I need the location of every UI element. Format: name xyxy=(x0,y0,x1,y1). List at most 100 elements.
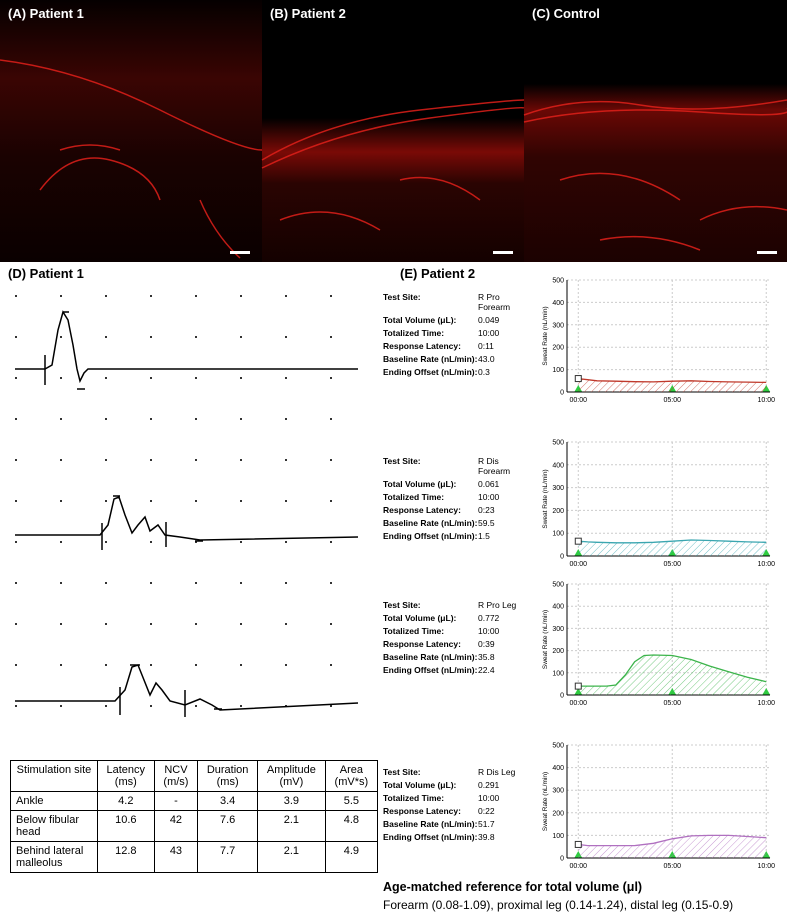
reference-text: Forearm (0.08-1.09), proximal leg (0.14-… xyxy=(383,898,734,912)
image-b xyxy=(262,0,524,262)
field-label: Response Latency: xyxy=(383,341,461,351)
y-tick-label: 500 xyxy=(552,582,564,589)
table-cell: Behind lateral malleolus xyxy=(10,841,98,873)
field-value: 10:00 xyxy=(478,492,500,502)
field-row: Ending Offset (nL/min): 1.5 xyxy=(383,531,543,541)
table-cell: Below fibular head xyxy=(10,810,98,842)
field-label: Baseline Rate (nL/min): xyxy=(383,518,478,528)
x-tick-label: 00:00 xyxy=(570,561,588,568)
table-row: Behind lateral malleolus 12.8 43 7.7 2.1 4.9 xyxy=(10,841,379,873)
field-label: Test Site: xyxy=(383,292,421,302)
y-tick-label: 0 xyxy=(560,554,564,561)
field-row: Total Volume (μL): 0.061 xyxy=(383,479,543,489)
field-label: Totalized Time: xyxy=(383,626,445,636)
image-c xyxy=(524,0,787,262)
field-row: Total Volume (μL): 0.772 xyxy=(383,613,543,623)
start-marker xyxy=(574,375,582,383)
field-row: Baseline Rate (nL/min): 51.7 xyxy=(383,819,543,829)
field-row: Ending Offset (nL/min): 39.8 xyxy=(383,832,543,842)
field-row: Baseline Rate (nL/min): 59.5 xyxy=(383,518,543,528)
field-label: Response Latency: xyxy=(383,806,461,816)
field-label: Total Volume (μL): xyxy=(383,315,457,325)
field-value: 22.4 xyxy=(478,665,495,675)
field-label: Test Site: xyxy=(383,456,421,466)
nerve-traces xyxy=(0,285,370,745)
start-marker xyxy=(574,537,582,545)
field-value: 0:22 xyxy=(478,806,495,816)
field-row: Response Latency: 0:23 xyxy=(383,505,543,515)
panel-title: (E) Patient 2 xyxy=(400,266,476,281)
y-tick-label: 400 xyxy=(552,462,564,469)
field-value: 39.8 xyxy=(478,832,495,842)
field-label: Ending Offset (nL/min): xyxy=(383,367,478,377)
field-row: Baseline Rate (nL/min): 35.8 xyxy=(383,652,543,662)
waveforms xyxy=(15,310,359,717)
test-fields: Test Site: R Pro Leg Total Volume (μL): 0.7… xyxy=(383,600,543,678)
x-tick-label: 05:00 xyxy=(663,397,681,404)
y-tick-label: 400 xyxy=(552,300,564,307)
field-row: Totalized Time: 10:00 xyxy=(383,793,543,803)
field-value: R Dis Forearm xyxy=(478,456,511,476)
y-tick-label: 300 xyxy=(552,485,564,492)
table-row: Ankle 4.2-3.4 3.9 5.5 xyxy=(10,791,379,811)
y-tick-label: 200 xyxy=(552,345,564,352)
line xyxy=(578,377,767,384)
y-tick-label: 200 xyxy=(552,810,564,817)
field-value: 1.5 xyxy=(478,531,490,541)
table-header: Area (mV*s) xyxy=(324,760,379,792)
field-row: Test Site: R Pro Leg xyxy=(383,600,543,610)
micrographs xyxy=(0,0,787,262)
y-tick-label: 500 xyxy=(552,278,564,285)
table-row: Below fibular head 10.6 42 7.6 2.1 4.8 xyxy=(10,810,379,842)
area xyxy=(578,540,767,556)
field-row: Baseline Rate (nL/min): 43.0 xyxy=(383,354,543,364)
y-tick-label: 0 xyxy=(560,390,564,397)
x-tick-label: 10:00 xyxy=(757,397,775,404)
x-tick-label: 00:00 xyxy=(570,700,588,707)
table-row: Stimulation site Latency (ms) NCV (m/s) Dur… xyxy=(10,760,379,792)
field-row: Ending Offset (nL/min): 0.3 xyxy=(383,367,543,377)
field-label: Baseline Rate (nL/min): xyxy=(383,819,478,829)
field-value: 0.049 xyxy=(478,315,500,325)
table-cell: 10.6 xyxy=(96,810,155,842)
field-value: 0:39 xyxy=(478,639,495,649)
fibers xyxy=(0,59,787,259)
table-cell: 12.8 xyxy=(96,841,155,873)
x-tick-label: 10:00 xyxy=(757,863,775,870)
y-tick-label: 200 xyxy=(552,648,564,655)
y-axis-label: Sweat Rate (nL/min) xyxy=(542,610,549,669)
y-tick-label: 100 xyxy=(552,531,564,538)
field-row: Test Site: R Dis Leg xyxy=(383,767,543,777)
image-label: (A) Patient 1 xyxy=(8,6,84,21)
y-axis-label: Sweat Rate (nL/min) xyxy=(542,469,549,528)
field-label: Baseline Rate (nL/min): xyxy=(383,652,478,662)
y-tick-label: 300 xyxy=(552,788,564,795)
area xyxy=(578,655,767,695)
field-label: Baseline Rate (nL/min): xyxy=(383,354,478,364)
y-tick-label: 200 xyxy=(552,508,564,515)
field-row: Response Latency: 0:22 xyxy=(383,806,543,816)
field-row: Total Volume (μL): 0.291 xyxy=(383,780,543,790)
table-header: Stimulation site xyxy=(10,760,98,792)
table-header: Latency (ms) xyxy=(96,760,155,792)
field-row: Totalized Time: 10:00 xyxy=(383,492,543,502)
field-value: 0:11 xyxy=(478,341,494,351)
table-header: Duration (ms) xyxy=(197,760,258,792)
x-tick-label: 00:00 xyxy=(570,397,588,404)
image-label: (B) Patient 2 xyxy=(270,6,346,21)
table-header: NCV (m/s) xyxy=(153,760,199,792)
scale-bars xyxy=(230,251,777,254)
field-value: 43.0 xyxy=(478,354,495,364)
field-label: Ending Offset (nL/min): xyxy=(383,665,478,675)
field-value: 10:00 xyxy=(478,793,500,803)
x-tick-label: 10:00 xyxy=(757,700,775,707)
y-tick-label: 400 xyxy=(552,604,564,611)
test-fields: Test Site: R Dis Leg Total Volume (μL): 0.2… xyxy=(383,767,543,845)
reference-title: Age-matched reference for total volume (… xyxy=(383,880,643,894)
table-cell: 2.1 xyxy=(256,841,326,873)
x-tick-label: 05:00 xyxy=(663,863,681,870)
field-value: 0.3 xyxy=(478,367,490,377)
field-value: R Pro Forearm xyxy=(478,292,511,312)
field-label: Test Site: xyxy=(383,767,421,777)
